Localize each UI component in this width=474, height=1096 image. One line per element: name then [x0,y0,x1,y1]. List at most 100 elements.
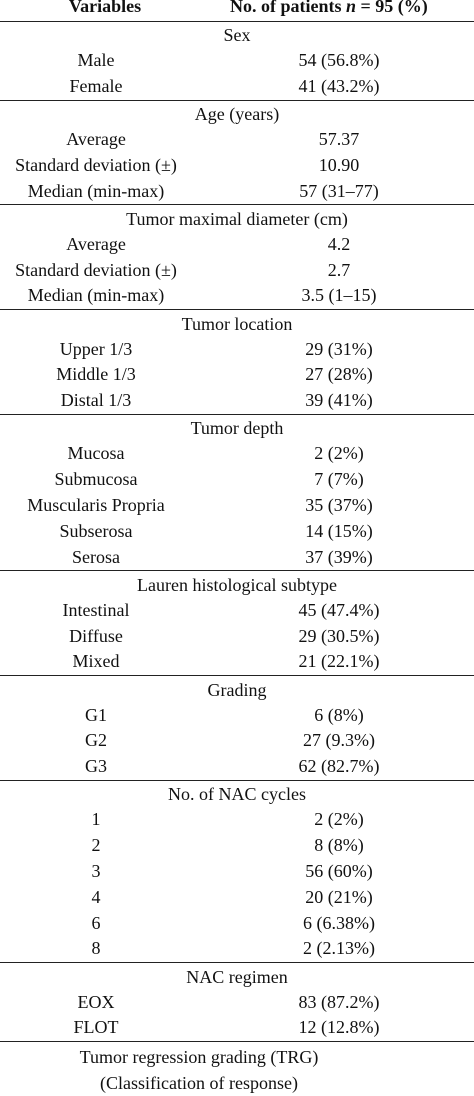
table-row: G3 62 (82.7%) [0,754,474,780]
row-value: 41 (43.2%) [298,75,380,96]
row-value: 45 (47.4%) [298,599,380,620]
row-label: Average [66,233,126,254]
table-row: Average 4.2 [0,232,474,258]
table-row: FLOT 12 (12.8%) [0,1015,474,1041]
row-value: 8 (8%) [314,835,364,856]
row-label: 2 [91,835,101,856]
row-value: 10.90 [318,154,360,175]
row-value: 54 (56.8%) [298,50,380,70]
table-row: 4 20 (21%) [0,885,474,911]
row-value: 39 (41%) [305,390,373,411]
row-label: Female [69,75,123,96]
row-label: Middle 1/3 [56,364,136,385]
row-value: 35 (37%) [305,494,373,515]
table-row: Intestinal 45 (47.4%) [0,598,474,624]
row-label: Subserosa [59,520,133,541]
table-row: G2 27 (9.3%) [0,728,474,754]
table-section: Age (years) Average 57.37 Standard deviatio… [0,101,474,206]
table-section: Sex Male 54 (56.8%) Female 41 (43.2%) [0,22,474,101]
row-value: 57 (31–77) [299,180,379,201]
table-row: Middle 1/3 27 (28%) [0,362,474,388]
table-row: 2 8 (8%) [0,833,474,859]
row-value: 12 (12.8%) [298,1017,380,1038]
table-section: Grading G1 6 (8%) G2 27 (9.3%) G3 62 (82.7%) [0,677,474,781]
section-title: NAC regimen [186,966,288,987]
row-value: 29 (31%) [305,338,373,359]
table-section: No. of NAC cycles 1 2 (2%) 2 8 (8%) 3 56 (60%)… [0,781,474,964]
section-title: Tumor maximal diameter (cm) [126,208,348,229]
row-label: EOX [77,991,115,1012]
row-label: 6 [91,912,101,933]
row-label: Mixed [72,651,120,672]
row-value: 27 (9.3%) [303,730,375,751]
table-section: Tumor depth Mucosa 2 (2%) Submucosa 7 (7%) Mu… [0,415,474,572]
table-section: Tumor location Upper 1/3 29 (31%) Middle 1/… [0,311,474,415]
row-label: FLOT [73,1017,119,1038]
row-label: Standard deviation (±) [15,154,177,175]
row-label: Submucosa [54,469,138,490]
row-value: 37 (39%) [305,546,373,567]
row-label: Distal 1/3 [60,390,132,411]
row-value: 3.5 (1–15) [301,285,377,306]
row-label: G2 [85,730,107,751]
table-row: Upper 1/3 29 (31%) [0,337,474,363]
section-title: Tumor location [181,313,293,334]
table-row: EOX 83 (87.2%) [0,990,474,1016]
table-row: Male 54 (56.8%) [0,48,474,74]
row-value: 6 (8%) [314,704,364,725]
row-value: 56 (60%) [305,860,373,881]
table-row: Subserosa 14 (15%) [0,519,474,545]
table-row: 8 2 (2.13%) [0,936,474,962]
table-row: 1 2 (2%) [0,807,474,833]
table-row: Distal 1/3 39 (41%) [0,388,474,414]
row-value: 57.37 [318,129,360,149]
table-row: 6 6 (6.38%) [0,911,474,937]
table-section: Tumor maximal diameter (cm) Average 4.2 Sta… [0,206,474,311]
row-label: 1 [91,809,101,830]
header-patients: No. of patients n = 95 (%) [230,0,428,16]
table-row: Mucosa 2 (2%) [0,441,474,467]
row-value: 2 (2%) [314,809,364,830]
row-value: 27 (28%) [305,364,373,385]
row-value: 29 (30.5%) [298,625,380,646]
row-value: 2 (2%) [314,443,364,464]
row-label: Median (min-max) [27,285,165,306]
table-row: 3 56 (60%) [0,859,474,885]
table-row: Submucosa 7 (7%) [0,467,474,493]
table-header: Variables No. of patients n = 95 (%) [0,0,474,22]
row-value: 83 (87.2%) [298,991,380,1012]
table-row: Mixed 21 (22.1%) [0,649,474,675]
row-label: Male [77,50,115,70]
row-label: Median (min-max) [27,180,165,201]
table-section: NAC regimen EOX 83 (87.2%) FLOT 12 (12.8%) [0,964,474,1043]
section-title: Grading [207,679,267,700]
row-label: Diffuse [69,625,123,646]
table-row: Diffuse 29 (30.5%) [0,624,474,650]
header-variables: Variables [68,0,142,16]
section-title: Tumor depth [190,418,284,439]
section-title: Lauren histological subtype [137,574,337,595]
row-value: 21 (22.1%) [298,651,380,672]
section-title: No. of NAC cycles [168,784,306,805]
section-title: Age (years) [194,104,280,124]
table-row: Serosa 37 (39%) [0,545,474,571]
table-row: Standard deviation (±) 2.7 [0,258,474,284]
row-label: Upper 1/3 [59,338,133,359]
table-row: Muscularis Propria 35 (37%) [0,493,474,519]
row-label: 3 [91,860,101,881]
table-row: Median (min-max) 57 (31–77) [0,179,474,205]
row-label: Serosa [72,546,120,567]
table-row: Female 41 (43.2%) [0,74,474,100]
row-label: 4 [91,886,101,907]
row-value: 4.2 [327,233,351,254]
row-value: 7 (7%) [314,469,364,490]
row-value: 20 (21%) [305,886,373,907]
row-label: Average [66,129,126,149]
row-label: Muscularis Propria [27,494,165,515]
row-label: Intestinal [62,599,130,620]
row-label: Standard deviation (±) [15,259,177,280]
table-row: Average 57.37 [0,127,474,153]
footer-line-1: Tumor regression grading (TRG) [79,1046,319,1067]
row-label: G1 [85,704,107,725]
row-value: 14 (15%) [305,520,373,541]
